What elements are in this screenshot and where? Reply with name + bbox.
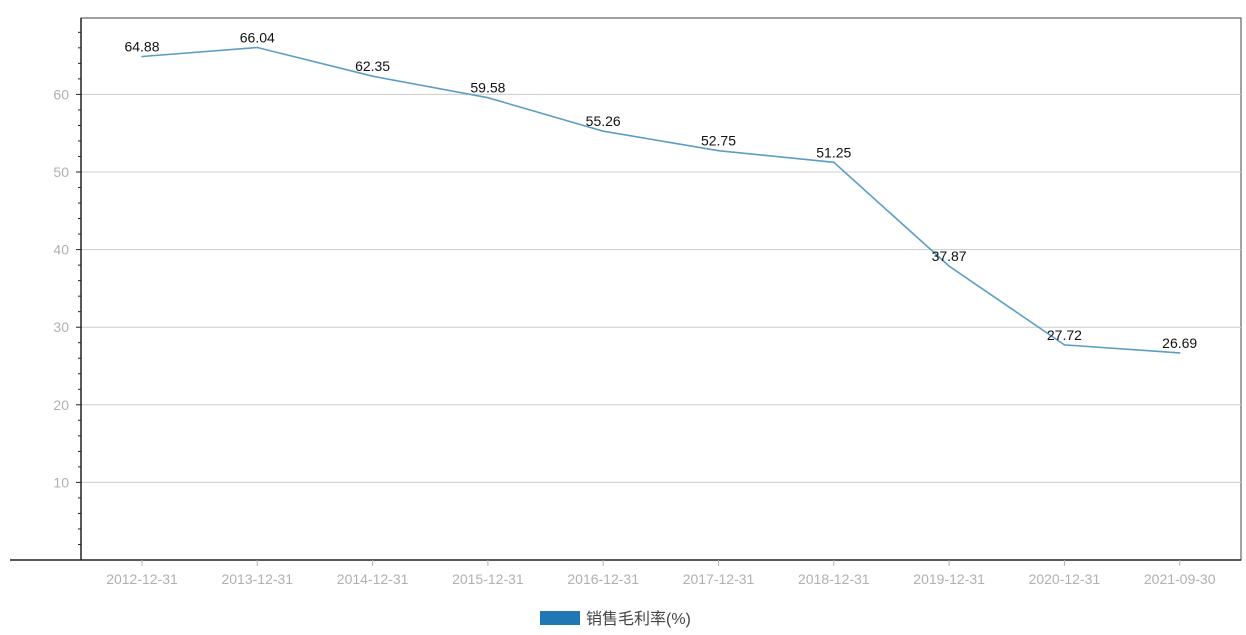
series-line <box>141 46 1180 354</box>
x-tick-label: 2016-12-31 <box>567 571 639 587</box>
x-tick-label: 2012-12-31 <box>106 571 178 587</box>
y-tick-label: 60 <box>53 86 69 102</box>
data-label: 51.25 <box>816 144 851 160</box>
data-point <box>717 149 720 152</box>
y-tick-label: 40 <box>53 242 69 258</box>
x-tick-label: 2021-09-30 <box>1144 571 1216 587</box>
y-tick-label: 10 <box>53 474 69 490</box>
series-lines <box>141 46 1181 354</box>
data-point <box>141 55 143 58</box>
axes <box>10 18 1241 561</box>
data-label: 26.69 <box>1162 335 1197 351</box>
y-tick-label: 50 <box>53 164 69 180</box>
legend-label[interactable]: 销售毛利率(%) <box>586 610 691 628</box>
data-point <box>1178 352 1181 354</box>
data-labels: 64.88 66.04 62.35 59.58 55.26 52.75 51.25 37.87… <box>124 30 1197 351</box>
data-point <box>948 265 950 267</box>
x-tick-label: 2020-12-31 <box>1029 571 1101 587</box>
y-tick-label: 20 <box>53 397 69 413</box>
x-tick-label: 2015-12-31 <box>452 571 524 587</box>
x-tick-label: 2017-12-31 <box>683 571 755 587</box>
data-label: 66.04 <box>240 30 275 46</box>
data-point <box>371 75 374 77</box>
data-label: 52.75 <box>701 133 736 149</box>
y-ticks: 10 20 30 40 50 60 <box>53 31 81 561</box>
plot-frame <box>80 17 1242 561</box>
gridlines <box>81 93 1241 483</box>
data-point <box>602 130 604 132</box>
data-label: 62.35 <box>355 58 390 74</box>
y-tick-label: 30 <box>53 319 69 335</box>
x-tick-label: 2014-12-31 <box>337 571 409 587</box>
x-tick-label: 2019-12-31 <box>913 571 985 587</box>
data-label: 55.26 <box>586 113 621 129</box>
data-label: 59.58 <box>470 80 505 96</box>
data-label: 27.72 <box>1047 327 1082 343</box>
legend[interactable]: 销售毛利率(%) <box>540 610 691 628</box>
data-point <box>1063 344 1066 346</box>
legend-swatch[interactable] <box>540 611 580 625</box>
data-point <box>833 161 835 164</box>
data-point <box>487 96 489 99</box>
x-ticks: 2012-12-31 2013-12-31 2014-12-31 2015-12-31… <box>106 560 1216 587</box>
data-label: 37.87 <box>932 248 967 264</box>
x-tick-label: 2018-12-31 <box>798 571 870 587</box>
x-tick-label: 2013-12-31 <box>221 571 293 587</box>
data-label: 64.88 <box>124 39 159 55</box>
data-point <box>256 46 259 49</box>
